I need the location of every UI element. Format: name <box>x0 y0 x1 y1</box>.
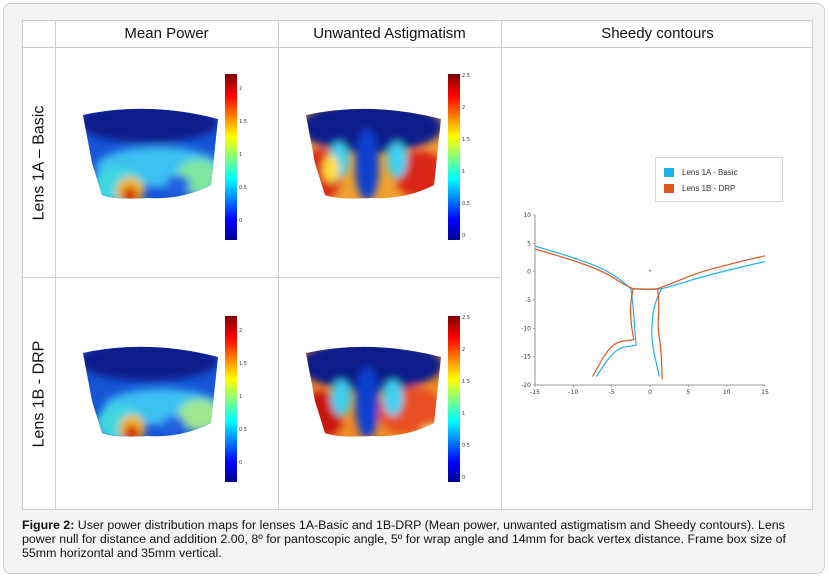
colorbar-tick: 1.5 <box>239 119 247 125</box>
y-tick-label: 10 <box>523 212 531 219</box>
series-line-lens-1a <box>661 260 766 290</box>
series-line-lens-1b <box>657 255 766 290</box>
colorbar-tick: 0 <box>462 475 466 481</box>
series-line-lens-1a <box>595 344 637 377</box>
row-header-lens-1a: Lens 1A – Basic <box>23 48 55 277</box>
column-header-sheedy-contours: Sheedy contours <box>601 25 714 42</box>
legend-swatch-lens-1b <box>664 184 674 193</box>
column-header-unwanted-astigmatism: Unwanted Astigmatism <box>313 25 466 42</box>
colorbar-tick: 0.5 <box>239 185 247 191</box>
column-header-mean-power: Mean Power <box>124 25 209 42</box>
y-tick-label: 0 <box>527 269 531 276</box>
series-line-lens-1b <box>534 248 634 290</box>
y-tick-label: -10 <box>521 325 531 332</box>
colorbar-tick: 2 <box>462 105 466 111</box>
figure-grid: Mean Power Unwanted Astigmatism Sheedy c… <box>22 20 814 510</box>
y-tick-label: -5 <box>525 297 531 304</box>
colorbar-tick: 0 <box>239 460 243 466</box>
colorbar-tick: 2 <box>239 328 243 334</box>
chart-legend: Lens 1A - Basic Lens 1B - DRP <box>655 157 783 202</box>
colorbar-tick: 1.5 <box>462 379 470 385</box>
x-tick-label: -5 <box>609 389 615 396</box>
mean-power-colorbar-1b <box>225 316 237 482</box>
y-tick-label: 5 <box>527 240 531 247</box>
colorbar-tick: 2.5 <box>462 315 470 321</box>
colorbar-tick: 1.5 <box>239 361 247 367</box>
x-tick-label: -10 <box>568 389 578 396</box>
series-line-lens-1a <box>651 288 663 377</box>
colorbar-tick: 2 <box>239 86 243 92</box>
series-line-lens-1b <box>629 288 635 340</box>
row-header-label: Lens 1B - DRP <box>30 340 47 448</box>
x-tick-label: 0 <box>648 389 652 396</box>
legend-label: Lens 1B - DRP <box>682 184 736 193</box>
colorbar-tick: 0 <box>462 233 466 239</box>
mean-power-colorbar-1a <box>225 74 237 240</box>
mean-power-colorbar-ticks-1b: 2 1.5 1 0.5 0 <box>239 329 251 469</box>
series-line-lens-1a <box>534 245 632 290</box>
colorbar-tick: 2 <box>462 347 466 353</box>
mean-power-map-1b <box>83 346 218 437</box>
center-marker: + <box>649 269 652 275</box>
grid-line <box>501 21 502 509</box>
colorbar-tick: 1 <box>462 411 466 417</box>
legend-swatch-lens-1a <box>664 168 674 177</box>
x-tick-label: 10 <box>723 389 731 396</box>
grid-line <box>278 21 279 509</box>
legend-item-lens-1b: Lens 1B - DRP <box>664 184 735 193</box>
colorbar-tick: 0.5 <box>462 201 470 207</box>
x-tick-label: -15 <box>530 389 540 396</box>
astigmatism-colorbar-ticks-1b: 2.5 2 1.5 1 0.5 0 <box>462 316 474 482</box>
colorbar-tick: 1 <box>239 394 243 400</box>
figure-caption: Figure 2: User power distribution maps f… <box>22 518 813 560</box>
mean-power-map-1a <box>83 108 218 199</box>
row-header-lens-1b: Lens 1B - DRP <box>23 278 55 510</box>
astigmatism-colorbar-1a <box>448 74 460 240</box>
caption-text: User power distribution maps for lenses … <box>22 518 786 560</box>
series-line-lens-1b <box>657 288 663 380</box>
colorbar-tick: 1.5 <box>462 137 470 143</box>
mean-power-colorbar-ticks-1a: 2 1.5 1 0.5 0 <box>239 87 251 227</box>
x-tick-label: 15 <box>761 389 769 396</box>
grid-line <box>23 277 501 278</box>
colorbar-tick: 0.5 <box>462 443 470 449</box>
series-line-lens-1a <box>630 288 637 346</box>
legend-label: Lens 1A - Basic <box>682 168 738 177</box>
colorbar-tick: 2.5 <box>462 73 470 79</box>
astigmatism-colorbar-ticks-1a: 2.5 2 1.5 1 0.5 0 <box>462 74 474 240</box>
y-tick-label: -20 <box>521 382 531 389</box>
grid-line <box>23 47 814 48</box>
y-tick-label: -15 <box>521 354 531 361</box>
legend-item-lens-1a: Lens 1A - Basic <box>664 168 738 177</box>
colorbar-tick: 0.5 <box>239 427 247 433</box>
astigmatism-colorbar-1b <box>448 316 460 482</box>
caption-label: Figure 2: <box>22 518 75 532</box>
row-header-label: Lens 1A – Basic <box>30 105 47 220</box>
astigmatism-map-1b <box>306 346 441 437</box>
colorbar-tick: 1 <box>239 152 243 158</box>
grid-line <box>55 21 56 509</box>
series-line-lens-1b <box>591 339 634 377</box>
x-tick-label: 5 <box>686 389 690 396</box>
astigmatism-map-1a <box>306 108 441 199</box>
colorbar-tick: 1 <box>462 169 466 175</box>
colorbar-tick: 0 <box>239 218 243 224</box>
